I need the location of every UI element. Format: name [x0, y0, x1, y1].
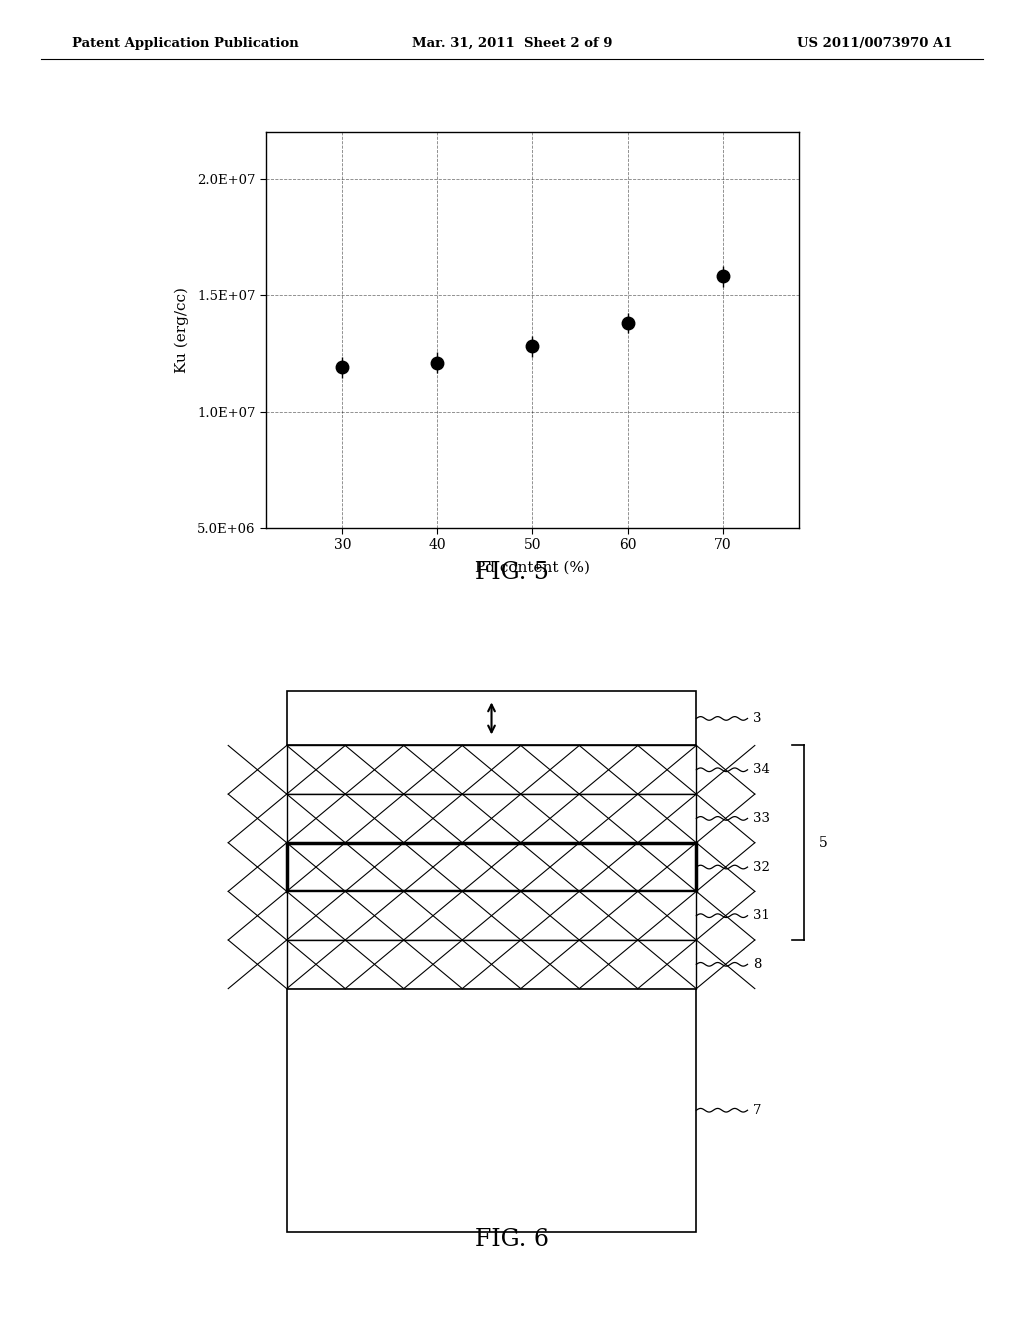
Text: Patent Application Publication: Patent Application Publication [72, 37, 298, 50]
Text: 33: 33 [753, 812, 770, 825]
X-axis label: Pd content (%): Pd content (%) [475, 561, 590, 574]
Text: 32: 32 [753, 861, 769, 874]
Bar [287, 795, 696, 842]
Bar [287, 940, 696, 989]
Text: FIG. 5: FIG. 5 [475, 561, 549, 583]
Bar [287, 891, 696, 940]
Bar [287, 692, 696, 746]
Bar [287, 989, 696, 1232]
Y-axis label: Ku (erg/cc): Ku (erg/cc) [175, 286, 189, 374]
Text: 31: 31 [753, 909, 769, 923]
Text: 3: 3 [753, 711, 761, 725]
Text: 5: 5 [819, 836, 828, 850]
Text: FIG. 6: FIG. 6 [475, 1229, 549, 1251]
Text: US 2011/0073970 A1: US 2011/0073970 A1 [797, 37, 952, 50]
Text: 8: 8 [753, 958, 761, 970]
Text: 34: 34 [753, 763, 769, 776]
Bar [287, 746, 696, 795]
Text: Mar. 31, 2011  Sheet 2 of 9: Mar. 31, 2011 Sheet 2 of 9 [412, 37, 612, 50]
Text: 7: 7 [753, 1104, 761, 1117]
Bar [287, 842, 696, 891]
